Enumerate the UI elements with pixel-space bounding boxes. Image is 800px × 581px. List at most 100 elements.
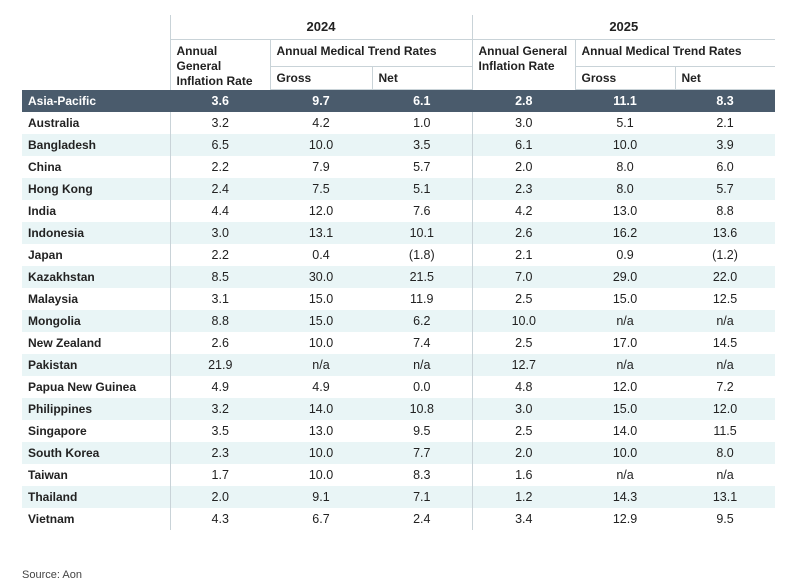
trend-header: Annual Medical Trend Rates [269,39,473,67]
value-cell: 6.0 [716,160,734,174]
country-row: Thailand 2.0 9.1 7.1 1.2 14.3 13.1 [22,486,776,508]
country-row: South Korea 2.3 10.0 7.7 2.0 10.0 8.0 [22,442,776,464]
value-cell: n/a [312,358,330,372]
value-cell: 12.9 [612,512,638,526]
value-cell: 12.0 [308,204,334,218]
value-cell: 9.7 [312,94,330,108]
value-cell: 12.0 [612,380,638,394]
source-note: Source: Aon [22,569,82,581]
value-cell: 11.1 [613,94,637,108]
value-cell: 14.3 [612,490,638,504]
value-cell: 2.2 [169,156,270,178]
value-cell: 2.6 [169,332,270,354]
country-row: China 2.2 7.9 5.7 2.0 8.0 6.0 [22,156,775,178]
header-row: 2024 2025 [22,15,776,40]
value-cell: 17.0 [612,336,638,350]
value-cell: 11.9 [410,292,434,306]
gross-header: Gross [574,66,676,90]
value-cell: 4.4 [169,200,270,222]
value-cell: 4.9 [312,380,330,394]
table-header: 2024 2025 Annual General Inflation Rate Ann… [22,15,776,90]
inflation-header: Annual General Inflation Rate [169,39,270,90]
table-body: Asia-Pacific 3.6 9.7 6.1 2.8 11.1 8.3 Australia… [22,89,776,530]
value-cell: 4.2 [312,116,330,130]
value-cell: 8.3 [716,94,734,108]
row-label: Kazakhstan [28,270,95,284]
value-cell: 8.0 [616,160,634,174]
value-cell: 13.6 [712,226,738,240]
value-cell: 16.2 [612,226,638,240]
value-cell: 3.4 [471,508,576,530]
row-label: India [28,204,57,218]
row-label: Papua New Guinea [28,380,137,394]
value-cell: 3.2 [169,398,270,420]
value-cell: 3.9 [716,138,734,152]
value-cell: 11.5 [713,424,737,438]
value-cell: 2.5 [471,288,576,310]
row-label: New Zealand [28,336,102,350]
value-cell: 3.6 [169,89,270,112]
value-cell: 12.5 [712,292,738,306]
value-cell: 1.2 [471,486,576,508]
value-cell: 3.5 [169,420,270,442]
value-cell: 3.0 [169,222,270,244]
value-cell: 8.5 [169,266,270,288]
country-row: Kazakhstan 8.5 30.0 21.5 7.0 29.0 22.0 [22,266,776,288]
value-cell: 9.5 [716,512,734,526]
value-cell: 5.1 [616,116,634,130]
country-row: India 4.4 12.0 7.6 4.2 13.0 8.8 [22,200,775,222]
net-header: Net [371,66,473,90]
row-label: Taiwan [28,468,68,482]
value-cell: 14.5 [712,336,738,350]
value-cell: 10.8 [409,402,434,416]
row-label: Hong Kong [28,182,93,196]
country-row: Singapore 3.5 13.0 9.5 2.5 14.0 11.5 [22,420,775,442]
value-cell: 21.9 [169,354,270,376]
value-cell: 4.9 [169,376,270,398]
value-cell: n/a [716,468,734,482]
value-cell: 8.0 [616,182,634,196]
value-cell: n/a [616,468,634,482]
value-cell: 13.1 [712,490,738,504]
value-cell: 12.0 [712,402,738,416]
value-cell: 2.0 [471,442,576,464]
value-cell: 3.2 [169,112,270,134]
value-cell: 5.7 [716,182,734,196]
country-row: Bangladesh 6.5 10.0 3.5 6.1 10.0 3.9 [22,134,776,156]
value-cell: 13.0 [308,424,334,438]
value-cell: (1.8) [408,248,435,262]
value-cell: 6.5 [169,134,270,156]
value-cell: 29.0 [612,270,638,284]
value-cell: 2.4 [413,512,431,526]
row-label: South Korea [28,446,100,460]
value-cell: 3.0 [471,112,576,134]
value-cell: 7.1 [413,490,431,504]
value-cell: 10.0 [612,446,638,460]
value-cell: 22.0 [712,270,738,284]
value-cell: 30.0 [308,270,334,284]
row-label: Singapore [28,424,87,438]
value-cell: 10.0 [308,138,334,152]
value-cell: 2.2 [169,244,270,266]
gross-header: Gross [269,66,372,90]
value-cell: n/a [716,314,734,328]
row-label: Pakistan [28,358,78,372]
value-cell: 10.0 [471,310,576,332]
value-cell: 10.0 [308,446,334,460]
value-cell: 7.2 [716,380,734,394]
row-label: Philippines [28,402,93,416]
value-cell: 2.1 [716,116,734,130]
value-cell: 15.0 [308,314,334,328]
value-cell: 2.5 [471,332,576,354]
region-row: Asia-Pacific 3.6 9.7 6.1 2.8 11.1 8.3 [22,89,776,112]
value-cell: 2.0 [471,156,576,178]
value-cell: 5.1 [413,182,431,196]
value-cell: 9.1 [312,490,330,504]
value-cell: 7.0 [471,266,576,288]
value-cell: 8.0 [716,446,734,460]
value-cell: 14.0 [308,402,334,416]
value-cell: n/a [413,358,431,372]
corner-cell [22,15,170,90]
value-cell: 21.5 [409,270,434,284]
